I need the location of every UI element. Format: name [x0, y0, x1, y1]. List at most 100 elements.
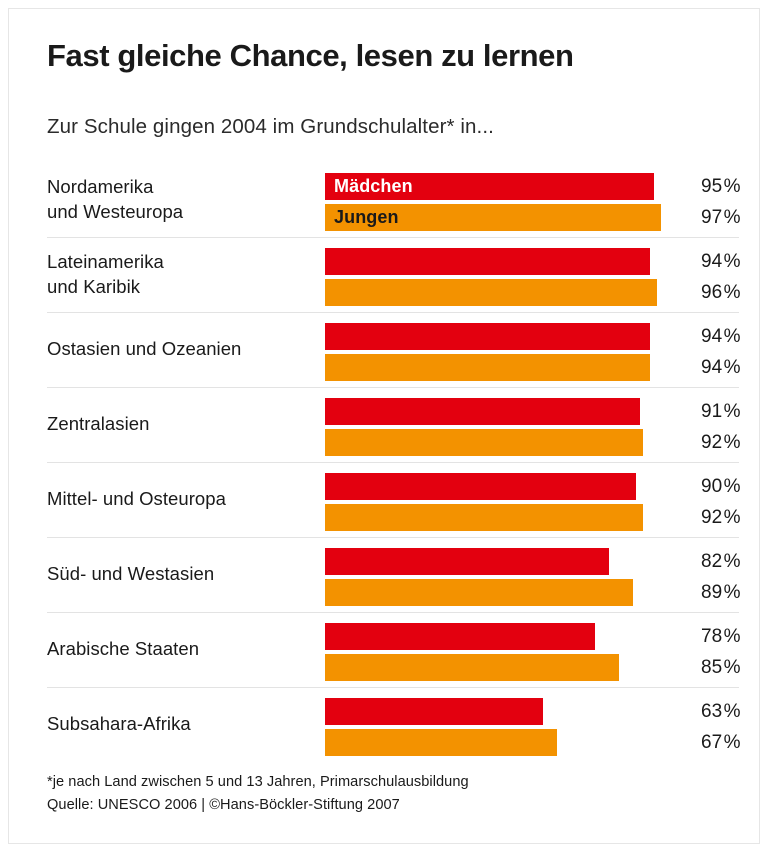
value-label-boys: 89%	[701, 579, 759, 606]
value-number-girls: 63	[701, 701, 723, 722]
value-number-girls: 94	[701, 326, 723, 347]
value-number-girls: 91	[701, 401, 723, 422]
percent-sign: %	[723, 282, 741, 303]
row-divider	[47, 462, 739, 463]
value-label-boys: 92%	[701, 429, 759, 456]
bar-girls	[325, 623, 595, 650]
value-label-boys: 97%	[701, 204, 759, 231]
value-label-boys: 96%	[701, 279, 759, 306]
value-label-girls: 94%	[701, 323, 759, 350]
category-label-line-1: Ostasien und Ozeanien	[47, 338, 242, 360]
value-label-girls: 95%	[701, 173, 759, 200]
bar-line-girls: 94%	[325, 323, 741, 350]
bar-boys	[325, 354, 651, 381]
bar-girls	[325, 698, 543, 725]
category-label-line-1: Süd- und Westasien	[47, 563, 215, 585]
percent-sign: %	[723, 251, 741, 272]
bar-line-boys: 67%	[325, 729, 741, 756]
percent-sign: %	[723, 476, 741, 497]
chart-rows: Nordamerika und Westeuropa Mädchen 95% Junge…	[47, 162, 741, 762]
bar-line-boys: Jungen 97%	[325, 204, 741, 231]
percent-sign: %	[723, 732, 741, 753]
category-label: Ostasien und Ozeanien	[47, 312, 319, 387]
footnote-line-1: *je nach Land zwischen 5 und 13 Jahren, …	[47, 774, 469, 790]
bar-boys	[325, 654, 620, 681]
value-label-girls: 82%	[701, 548, 759, 575]
bar-group: 63% 67%	[325, 687, 741, 762]
percent-sign: %	[723, 207, 741, 228]
page-title: Fast gleiche Chance, lesen zu lernen	[47, 38, 574, 73]
category-label-line-1: Mittel- und Osteuropa	[47, 488, 226, 510]
footnote-line-2: Quelle: UNESCO 2006 | ©Hans-Böckler-Stif…	[47, 796, 400, 813]
bar-group: 91% 92%	[325, 387, 741, 462]
value-number-boys: 85	[701, 657, 723, 678]
category-label: Zentralasien	[47, 387, 319, 462]
category-label: Süd- und Westasien	[47, 537, 319, 612]
chart-row: Arabische Staaten 78% 85%	[47, 612, 741, 687]
bar-boys	[325, 279, 658, 306]
chart-row: Nordamerika und Westeuropa Mädchen 95% Junge…	[47, 162, 741, 237]
percent-sign: %	[723, 551, 741, 572]
bar-girls	[325, 473, 637, 500]
bar-line-girls: 91%	[325, 398, 741, 425]
bar-girls	[325, 398, 640, 425]
value-number-boys: 97	[701, 207, 723, 228]
percent-sign: %	[723, 657, 741, 678]
category-label: Subsahara-Afrika	[47, 687, 319, 762]
bar-girls	[325, 548, 609, 575]
legend-label-girls: Mädchen	[334, 176, 413, 196]
percent-sign: %	[723, 357, 741, 378]
bar-line-boys: 85%	[325, 654, 741, 681]
infographic-card: Fast gleiche Chance, lesen zu lernen Zur…	[8, 8, 760, 844]
category-label-line-2: und Westeuropa	[47, 200, 184, 222]
value-label-girls: 78%	[701, 623, 759, 650]
bar-line-girls: Mädchen 95%	[325, 173, 741, 200]
bar-group: 90% 92%	[325, 462, 741, 537]
category-label: Arabische Staaten	[47, 612, 319, 687]
percent-sign: %	[723, 582, 741, 603]
category-label: Nordamerika und Westeuropa	[47, 162, 319, 237]
value-number-girls: 78	[701, 626, 723, 647]
value-number-boys: 67	[701, 732, 723, 753]
value-number-boys: 96	[701, 282, 723, 303]
category-label-line-1: Subsahara-Afrika	[47, 713, 191, 735]
bar-group: 94% 94%	[325, 312, 741, 387]
value-number-girls: 82	[701, 551, 723, 572]
row-divider	[47, 237, 739, 238]
chart-footnote: *je nach Land zwischen 5 und 13 Jahren, …	[47, 771, 739, 816]
value-label-boys: 94%	[701, 354, 759, 381]
bar-line-boys: 92%	[325, 429, 741, 456]
row-divider	[47, 612, 739, 613]
percent-sign: %	[723, 432, 741, 453]
bar-boys: Jungen	[325, 204, 661, 231]
value-number-boys: 94	[701, 357, 723, 378]
value-label-boys: 85%	[701, 654, 759, 681]
chart-row: Mittel- und Osteuropa 90% 92%	[47, 462, 741, 537]
bar-group: Mädchen 95% Jungen 97%	[325, 162, 741, 237]
value-number-boys: 89	[701, 582, 723, 603]
value-number-boys: 92	[701, 432, 723, 453]
chart-content: Fast gleiche Chance, lesen zu lernen Zur…	[47, 9, 741, 843]
value-number-boys: 92	[701, 507, 723, 528]
chart-row: Süd- und Westasien 82% 89%	[47, 537, 741, 612]
row-divider	[47, 687, 739, 688]
chart-subtitle: Zur Schule gingen 2004 im Grundschulalte…	[47, 115, 494, 138]
category-label-line-1: Zentralasien	[47, 413, 150, 435]
category-label-line-1: Arabische Staaten	[47, 638, 200, 660]
value-label-girls: 91%	[701, 398, 759, 425]
value-label-girls: 63%	[701, 698, 759, 725]
value-label-girls: 94%	[701, 248, 759, 275]
value-label-boys: 67%	[701, 729, 759, 756]
chart-row: Ostasien und Ozeanien 94% 94%	[47, 312, 741, 387]
percent-sign: %	[723, 507, 741, 528]
category-label-line-1: Lateinamerika	[47, 251, 164, 273]
percent-sign: %	[723, 401, 741, 422]
bar-line-boys: 96%	[325, 279, 741, 306]
value-label-girls: 90%	[701, 473, 759, 500]
row-divider	[47, 312, 739, 313]
bar-group: 78% 85%	[325, 612, 741, 687]
value-label-boys: 92%	[701, 504, 759, 531]
bar-boys	[325, 579, 633, 606]
chart-row: Zentralasien 91% 92%	[47, 387, 741, 462]
bar-girls	[325, 248, 651, 275]
